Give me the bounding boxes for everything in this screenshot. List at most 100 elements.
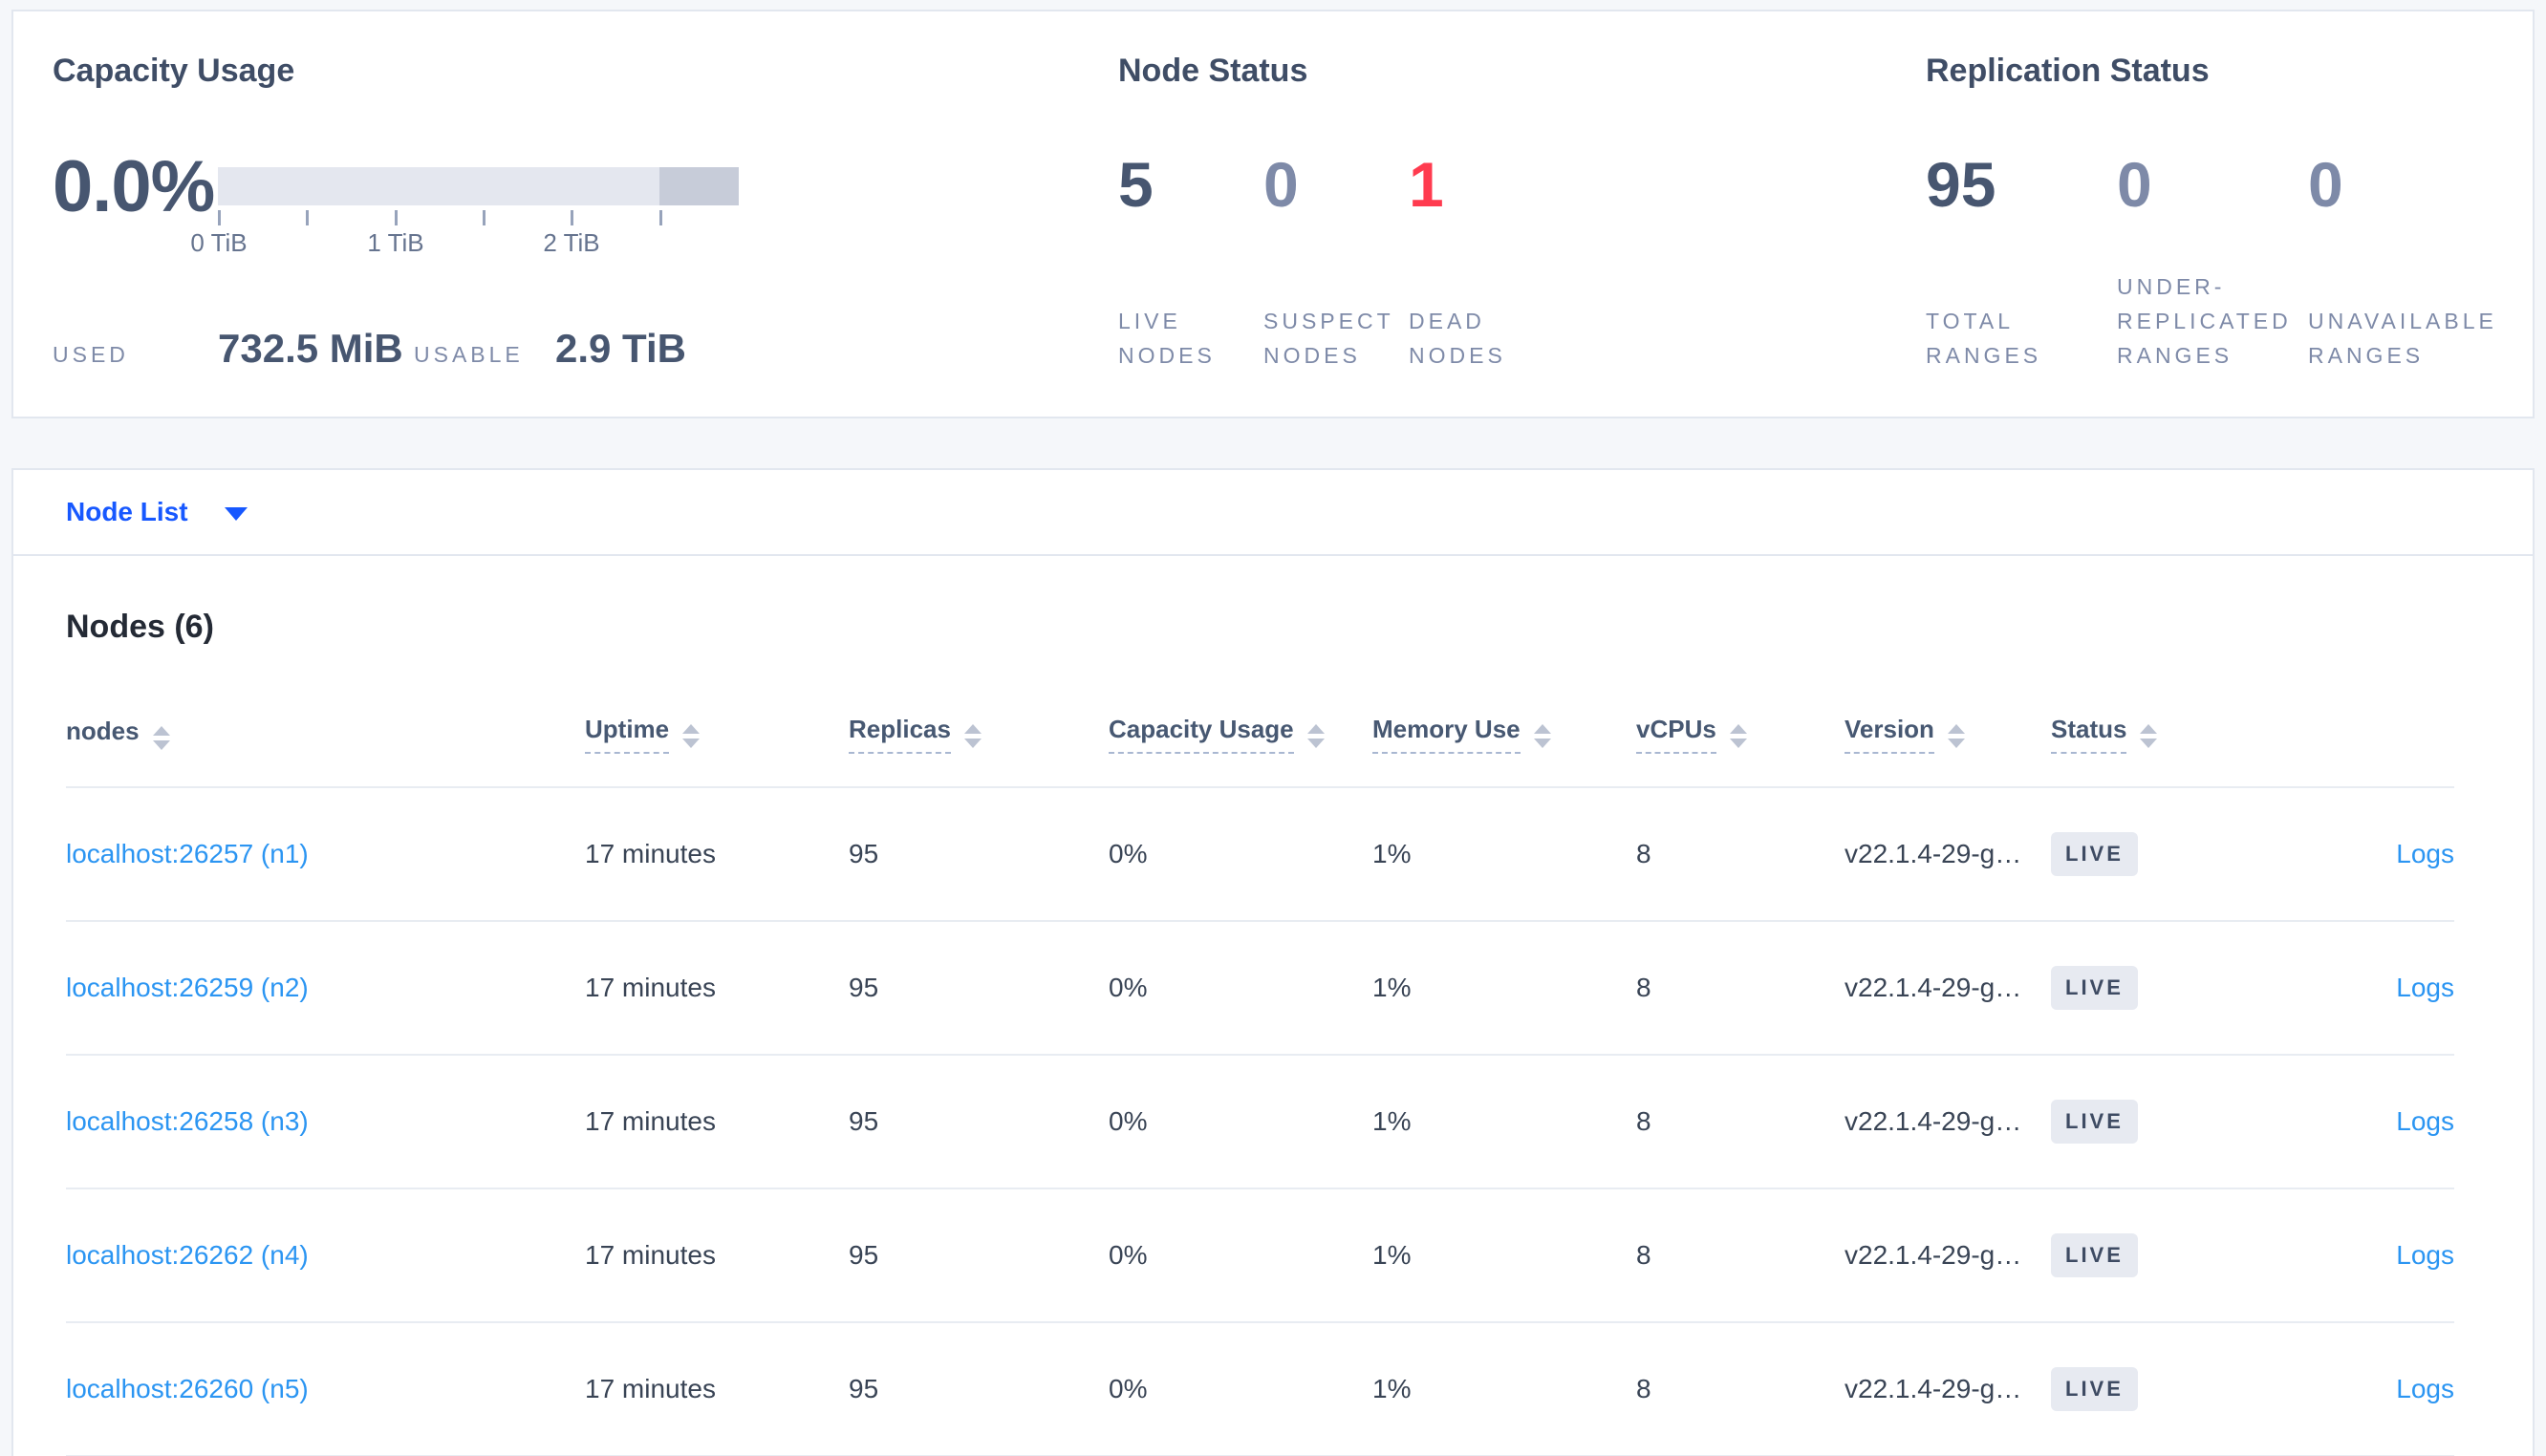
uptime-cell: 17 minutes bbox=[585, 973, 716, 1002]
capacity-bar bbox=[218, 167, 739, 205]
column-header-capacity-usage[interactable]: Capacity Usage bbox=[1109, 715, 1372, 754]
replication-status-panel: Replication Status 95 TOTAL RANGES 0 UNDER-… bbox=[1926, 52, 2528, 373]
logs-link[interactable]: Logs bbox=[2396, 1240, 2454, 1270]
vcpus-cell: 8 bbox=[1636, 1106, 1651, 1136]
usable-label: USABLE bbox=[414, 342, 524, 367]
view-selector-bar: Node List bbox=[11, 468, 2535, 556]
node-status-stat-value: 1 bbox=[1409, 149, 1444, 220]
node-link[interactable]: localhost:26259 (n2) bbox=[66, 973, 309, 1002]
memory-use-cell: 1% bbox=[1372, 1240, 1412, 1270]
logs-link[interactable]: Logs bbox=[2396, 1106, 2454, 1136]
capacity-percent: 0.0% bbox=[53, 146, 215, 227]
memory-use-cell: 1% bbox=[1372, 1374, 1412, 1403]
node-cell: localhost:26260 (n5) bbox=[66, 1374, 585, 1404]
uptime-cell: 17 minutes bbox=[585, 1374, 716, 1403]
status-cell: LIVE bbox=[2051, 1100, 2257, 1144]
column-header-vcpus[interactable]: vCPUs bbox=[1636, 715, 1845, 754]
table-row: localhost:26258 (n3) 17 minutes 95 0% 1%… bbox=[66, 1056, 2454, 1189]
memory-use-cell: 1% bbox=[1372, 1106, 1412, 1136]
nodes-table-header: nodes Uptime Replicas Capacity Usage Memory … bbox=[66, 715, 2454, 788]
status-badge: LIVE bbox=[2051, 1367, 2138, 1411]
nodes-table: nodes Uptime Replicas Capacity Usage Memory … bbox=[66, 715, 2454, 1456]
replication-status-stat-label: UNDER-REPLICATED RANGES bbox=[2117, 274, 2292, 368]
replication-status-stat-1: 0 UNDER-REPLICATED RANGES bbox=[2117, 143, 2308, 373]
capacity-usage-panel: Capacity Usage 0.0% 0 TiB 1 TiB 2 TiB bbox=[53, 52, 1066, 373]
chevron-down-icon bbox=[224, 507, 248, 521]
replicas-cell: 95 bbox=[849, 1240, 879, 1270]
column-header-replicas[interactable]: Replicas bbox=[849, 715, 1109, 754]
nodes-table-card: Nodes (6) nodes Uptime Replicas Capacity Us… bbox=[11, 556, 2535, 1456]
sort-arrows-icon bbox=[1729, 724, 1747, 748]
node-status-title: Node Status bbox=[1118, 53, 1308, 89]
sort-arrows-icon bbox=[2140, 724, 2158, 748]
table-row: localhost:26260 (n5) 17 minutes 95 0% 1%… bbox=[66, 1323, 2454, 1456]
node-list-dropdown-label: Node List bbox=[66, 497, 188, 526]
status-cell: LIVE bbox=[2051, 966, 2257, 1010]
capacity-axis-labels: 0 TiB 1 TiB 2 TiB bbox=[190, 226, 739, 257]
logs-cell: Logs bbox=[2257, 973, 2454, 1003]
logs-link[interactable]: Logs bbox=[2396, 1374, 2454, 1403]
table-row: localhost:26259 (n2) 17 minutes 95 0% 1%… bbox=[66, 922, 2454, 1056]
capacity-bar-other-segment bbox=[659, 167, 739, 205]
column-header-label: Memory Use bbox=[1372, 715, 1521, 754]
logs-link[interactable]: Logs bbox=[2396, 973, 2454, 1002]
node-status-stat-0: 5 LIVE NODES bbox=[1118, 143, 1263, 373]
column-header-label: Uptime bbox=[585, 715, 670, 754]
nodes-table-body: localhost:26257 (n1) 17 minutes 95 0% 1%… bbox=[66, 788, 2454, 1456]
capacity-stats: USED 732.5 MiB USABLE 2.9 TiB bbox=[53, 325, 1066, 373]
sort-arrows-icon bbox=[963, 724, 982, 748]
table-row: localhost:26262 (n4) 17 minutes 95 0% 1%… bbox=[66, 1189, 2454, 1323]
node-link[interactable]: localhost:26257 (n1) bbox=[66, 839, 309, 868]
logs-cell: Logs bbox=[2257, 1240, 2454, 1271]
replication-status-stat-2: 0 UNAVAILABLE RANGES bbox=[2308, 143, 2499, 373]
capacity-usage-cell: 0% bbox=[1109, 1374, 1148, 1403]
capacity-gauge: 0.0% 0 TiB 1 TiB 2 TiB bbox=[53, 134, 1066, 257]
sort-arrows-icon bbox=[1533, 724, 1551, 748]
capacity-usage-cell: 0% bbox=[1109, 839, 1148, 868]
version-cell: v22.1.4-29-g… bbox=[1845, 1240, 2022, 1270]
status-cell: LIVE bbox=[2051, 1233, 2257, 1277]
status-cell: LIVE bbox=[2051, 1367, 2257, 1411]
replication-status-stat-0: 95 TOTAL RANGES bbox=[1926, 143, 2117, 373]
node-list-dropdown[interactable]: Node List bbox=[66, 497, 248, 527]
used-label: USED bbox=[53, 342, 129, 367]
node-link[interactable]: localhost:26258 (n3) bbox=[66, 1106, 309, 1136]
node-cell: localhost:26262 (n4) bbox=[66, 1240, 585, 1271]
node-status-stat-value: 0 bbox=[1263, 149, 1299, 220]
nodes-section-title: Nodes (6) bbox=[66, 609, 214, 645]
sort-arrows-icon bbox=[682, 724, 701, 748]
vcpus-cell: 8 bbox=[1636, 1240, 1651, 1270]
status-badge: LIVE bbox=[2051, 832, 2138, 876]
column-header-version[interactable]: Version bbox=[1845, 715, 2051, 754]
replication-status-stats: 95 TOTAL RANGES 0 UNDER-REPLICATED RANGES 0 U… bbox=[1926, 143, 2528, 373]
node-link[interactable]: localhost:26262 (n4) bbox=[66, 1240, 309, 1270]
capacity-usage-title: Capacity Usage bbox=[53, 53, 295, 89]
column-header-label: Capacity Usage bbox=[1109, 715, 1294, 754]
replication-status-stat-label: TOTAL RANGES bbox=[1926, 309, 2042, 368]
node-cell: localhost:26257 (n1) bbox=[66, 839, 585, 869]
logs-cell: Logs bbox=[2257, 1106, 2454, 1137]
column-header-status[interactable]: Status bbox=[2051, 715, 2257, 754]
column-header-label: Replicas bbox=[849, 715, 951, 754]
status-badge: LIVE bbox=[2051, 1233, 2138, 1277]
tick-label-2: 2 TiB bbox=[543, 228, 600, 257]
table-row: localhost:26257 (n1) 17 minutes 95 0% 1%… bbox=[66, 788, 2454, 922]
replicas-cell: 95 bbox=[849, 839, 879, 868]
status-badge: LIVE bbox=[2051, 1100, 2138, 1144]
column-header-nodes[interactable]: nodes bbox=[66, 717, 585, 754]
node-link[interactable]: localhost:26260 (n5) bbox=[66, 1374, 309, 1403]
column-header-label: Version bbox=[1845, 715, 1934, 754]
version-cell: v22.1.4-29-g… bbox=[1845, 973, 2022, 1002]
vcpus-cell: 8 bbox=[1636, 973, 1651, 1002]
vcpus-cell: 8 bbox=[1636, 1374, 1651, 1403]
uptime-cell: 17 minutes bbox=[585, 1106, 716, 1136]
cluster-summary-card: Capacity Usage 0.0% 0 TiB 1 TiB 2 TiB bbox=[11, 10, 2535, 418]
replicas-cell: 95 bbox=[849, 973, 879, 1002]
column-header-memory-use[interactable]: Memory Use bbox=[1372, 715, 1636, 754]
cluster-overview-page: Capacity Usage 0.0% 0 TiB 1 TiB 2 TiB bbox=[0, 10, 2546, 1456]
replication-status-stat-value: 95 bbox=[1926, 149, 1996, 220]
logs-link[interactable]: Logs bbox=[2396, 839, 2454, 868]
column-header-uptime[interactable]: Uptime bbox=[585, 715, 849, 754]
node-status-stat-1: 0 SUSPECT NODES bbox=[1263, 143, 1409, 373]
capacity-bar-chart: 0 TiB 1 TiB 2 TiB bbox=[190, 134, 739, 257]
